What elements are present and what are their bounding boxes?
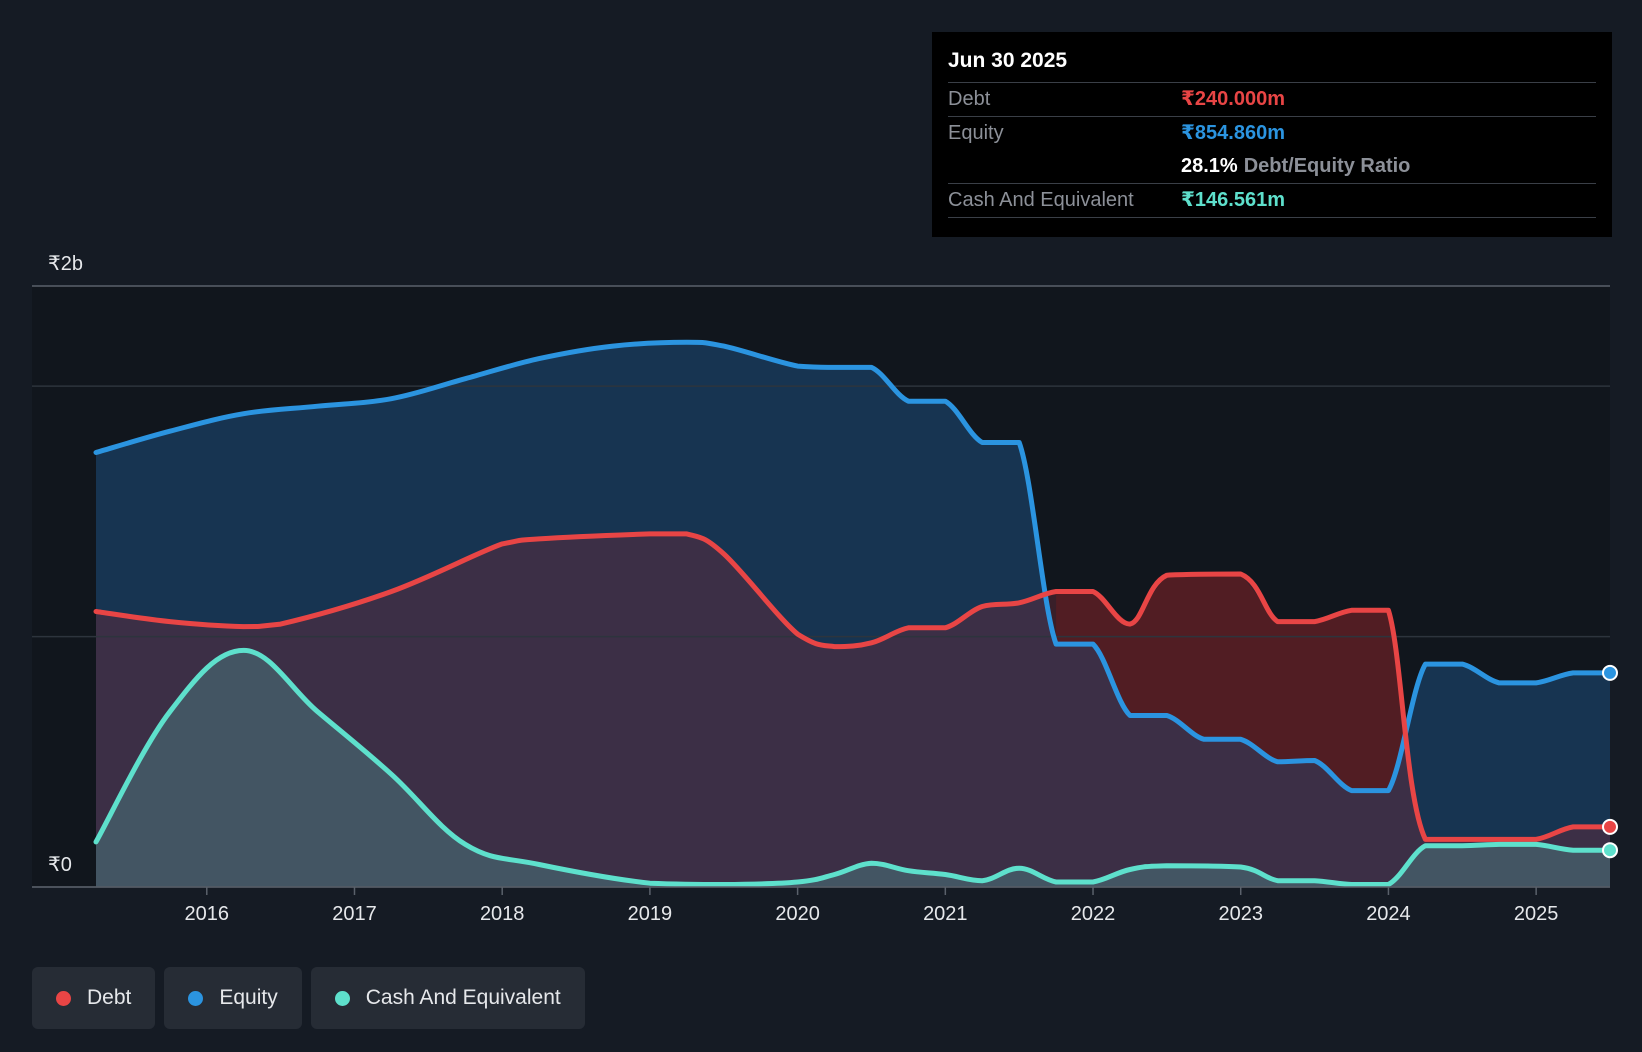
marker-debt: [1602, 818, 1618, 835]
legend-item-equity[interactable]: Equity: [164, 967, 302, 1029]
legend-item-debt[interactable]: Debt: [32, 967, 156, 1029]
tooltip-ratio-value: 28.1%: [1181, 155, 1238, 177]
y-tick-label-zero: ₹0: [48, 854, 72, 876]
tooltip-debt-value: ₹240.000m: [1181, 88, 1285, 110]
axes: 2016 2017 2018 2019 2020 2021 2022 2023 2024 2025…: [32, 253, 1610, 925]
debt-dot-icon: [56, 990, 71, 1006]
tooltip-equity-row: Equity ₹854.860m: [948, 117, 1596, 150]
equity-dot-icon: [188, 990, 204, 1006]
tooltip-debt-row: Debt ₹240.000m: [948, 83, 1596, 117]
tooltip-cash-label: Cash And Equivalent: [948, 189, 1134, 211]
tooltip-ratio-label: Debt/Equity Ratio: [1243, 155, 1411, 177]
tooltip-debt-label: Debt: [948, 88, 991, 110]
line-cash-and-equivalent: [93, 647, 1613, 887]
debt-exceeds-equity-area: [1056, 574, 1407, 791]
x-tick-label: 2018: [480, 903, 525, 925]
chart-legend: Debt Equity Cash And Equivalent: [32, 967, 585, 1029]
line-debt: [93, 531, 1613, 842]
end-markers: [1602, 664, 1618, 859]
tooltip-cash-row: Cash And Equivalent ₹146.561m: [948, 184, 1596, 218]
tooltip-equity-label: Equity: [948, 122, 1004, 144]
cash-dot-icon: [334, 990, 350, 1006]
legend-label-equity: Equity: [219, 986, 278, 1009]
tooltip-panel: Jun 30 2025 Debt ₹240.000m Equity ₹854.8…: [932, 32, 1612, 237]
x-tick-label: 2017: [332, 903, 377, 925]
series-lines: [93, 339, 1613, 887]
legend-label-debt: Debt: [87, 986, 132, 1009]
area-cash-and-equivalent: [96, 650, 1610, 887]
series-fills: [96, 342, 1610, 887]
x-tick-label: 2022: [1071, 903, 1116, 925]
tooltip-ratio-row: 28.1% Debt/Equity Ratio: [948, 150, 1596, 184]
tooltip-equity-value: ₹854.860m: [1181, 122, 1285, 144]
y-tick-label-max: ₹2b: [48, 253, 83, 275]
x-tick-label: 2023: [1218, 903, 1263, 925]
legend-label-cash: Cash And Equivalent: [365, 986, 561, 1009]
x-tick-label: 2025: [1514, 903, 1559, 925]
tooltip-cash-value: ₹146.561m: [1181, 189, 1285, 211]
x-tick-label: 2021: [923, 903, 968, 925]
tooltip-date: Jun 30 2025: [948, 46, 1596, 83]
x-tick-label: 2016: [185, 903, 230, 925]
x-tick-label: 2024: [1366, 903, 1411, 925]
legend-item-cash[interactable]: Cash And Equivalent: [310, 967, 585, 1029]
area-equity: [96, 342, 1610, 887]
marker-cash-and-equivalent: [1602, 842, 1618, 859]
marker-equity: [1602, 664, 1618, 681]
x-tick-label: 2019: [628, 903, 673, 925]
x-tick-label: 2020: [775, 903, 820, 925]
